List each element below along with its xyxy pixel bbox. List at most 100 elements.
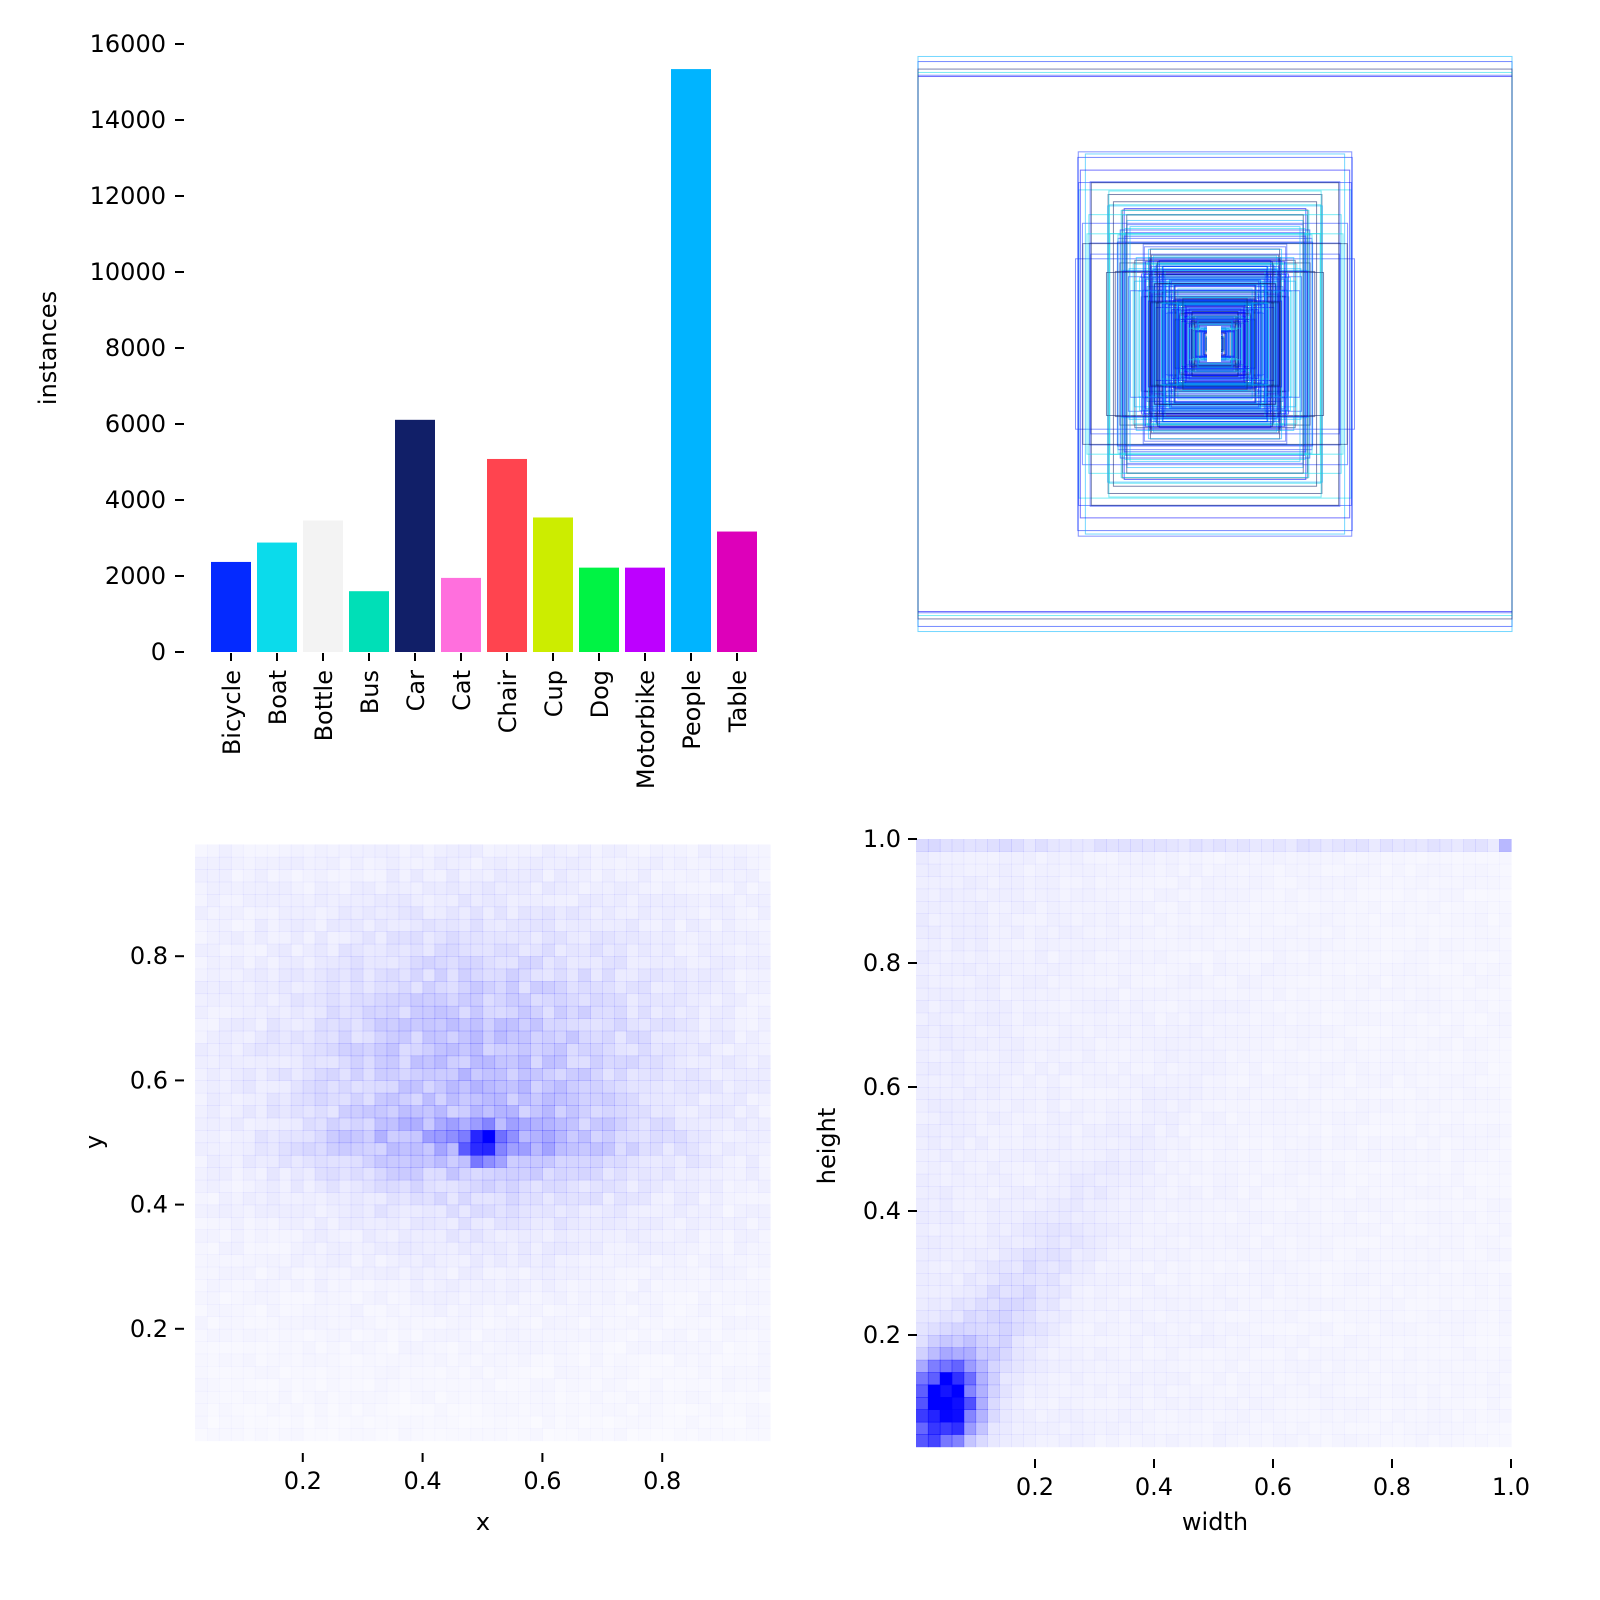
heat-cell [734,1105,747,1119]
heat-cell [674,1378,687,1391]
heat-cell [494,1055,508,1069]
heat-cell [1452,1236,1465,1249]
heat-cell [542,1043,555,1057]
heat-cell [1237,1099,1250,1113]
heat-cell [1237,1211,1250,1224]
heat-cell [302,1167,316,1181]
heat-cell [1380,1049,1393,1063]
heat-cell [326,1192,340,1206]
heat-cell [638,1167,651,1181]
heat-cell [1344,1323,1357,1336]
heat-cell [1321,901,1334,914]
heat-cell [314,1080,328,1094]
box-outline [1185,312,1245,376]
heat-cell [674,1266,687,1280]
heat-cell [1356,913,1369,927]
heat-cell [1213,1124,1226,1138]
heat-cell [975,1211,988,1224]
heat-cell [1082,1347,1096,1361]
heat-cell [1308,913,1322,927]
heat-cell [470,1142,484,1156]
heat-cell [338,1005,352,1019]
heat-cell [410,1179,424,1193]
heat-cell [602,968,615,982]
heat-cell [314,1192,328,1206]
heat-cell [1154,1223,1167,1237]
heat-cell [518,1043,532,1057]
heat-cell [483,1341,496,1354]
heat-cell [999,888,1012,902]
heat-cell [746,1192,759,1206]
heat-cell [1237,1384,1250,1398]
heat-cell [578,1341,591,1354]
heat-cell [710,1254,723,1268]
heat-cell [602,1130,615,1144]
heat-cell [207,1428,220,1441]
heat-cell [218,1043,232,1057]
heat-cell [614,1217,627,1231]
heat-cell [963,1397,977,1410]
heat-cell [975,1161,988,1175]
heat-cell [1154,913,1167,927]
bar-car [395,419,435,652]
heat-cell [758,1391,771,1404]
heat-cell [518,1030,532,1044]
heat-cell [1214,1347,1227,1360]
heat-cell [422,1092,436,1106]
heat-cell [518,918,532,932]
heat-cell [1321,1285,1334,1298]
box-outline [1119,229,1311,459]
heat-cell [1308,1347,1322,1361]
heat-cell [279,1391,292,1404]
heat-cell [1308,1000,1322,1014]
heat-cell [1428,876,1441,889]
heat-cell [1452,963,1465,976]
heat-cell [1165,851,1179,865]
heat-cell [626,1005,639,1019]
heat-cell [1344,1385,1357,1398]
heat-cell [939,1136,953,1150]
heat-cell [506,968,520,982]
heat-cell [1416,889,1429,902]
heat-cell [290,906,304,920]
heat-cell [686,1105,699,1119]
heat-cell [927,1359,941,1373]
heat-cell [1070,913,1084,927]
heat-cell [494,869,508,883]
heat-cell [243,1403,256,1416]
heat-cell [650,1204,663,1218]
heat-cell [1273,1099,1286,1113]
heat-cell [1165,1434,1179,1448]
heat-cell [243,1341,256,1354]
heat-cell [218,931,232,945]
heat-cell [734,1428,747,1441]
heat-cell [374,1378,388,1392]
heat-cell [1070,1384,1084,1398]
heat-cell [1046,1000,1060,1014]
heat-cell [1261,1223,1274,1236]
heat-cell [554,956,567,970]
heat-cell [494,1279,508,1293]
heat-cell [963,839,977,852]
heat-cell [278,1005,292,1019]
heat-cell [1130,1384,1143,1398]
heat-cell [1404,1199,1417,1212]
heat-cell [350,856,364,870]
heat-cell [602,1204,615,1218]
heat-cell [578,1117,591,1131]
heat-cell [1308,1173,1322,1187]
heat-cell [1261,901,1274,914]
heat-cell [602,1179,615,1193]
heat-cell [1082,1409,1096,1423]
heat-cell [1189,1198,1203,1212]
heat-cell [1463,851,1476,864]
heat-cell [1106,1285,1119,1299]
heat-cell [916,1372,929,1386]
heat-cell [746,1217,759,1230]
heat-cell [987,1149,1000,1162]
heat-cell [916,950,929,964]
heat-cell [1058,1223,1072,1237]
heat-cell [566,1055,579,1069]
heat-cell [987,1434,1000,1448]
heat-cell [602,1055,615,1069]
